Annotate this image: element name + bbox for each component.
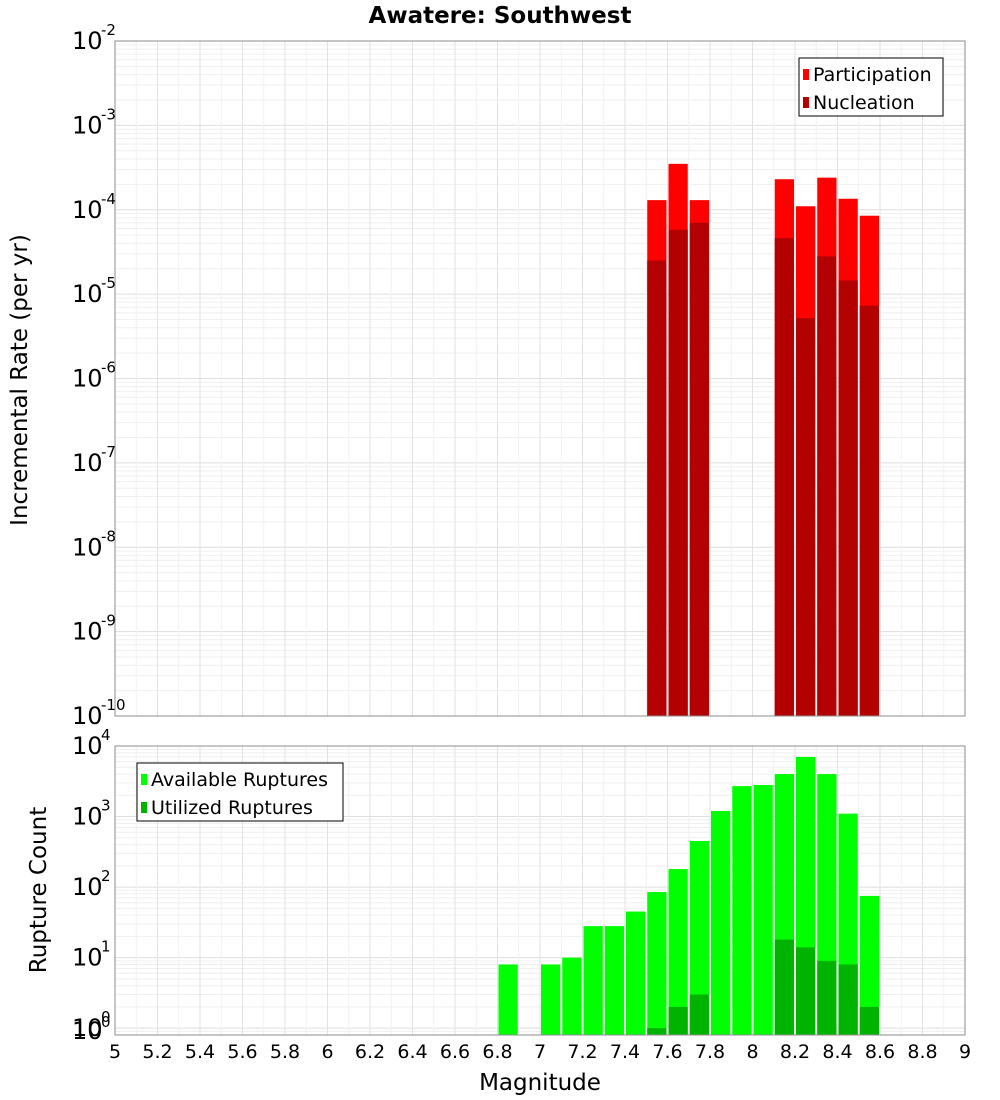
available-ruptures-bar: [732, 786, 752, 1035]
y-tick-exponent: 4: [101, 726, 111, 744]
nucleation-bar: [689, 222, 709, 716]
y-tick-label: 10: [72, 27, 103, 55]
y-tick-label: 10: [72, 1017, 103, 1045]
utilized-ruptures-bar: [774, 939, 794, 1035]
utilized-ruptures-bar: [647, 1028, 667, 1035]
available-ruptures-bar: [541, 964, 561, 1035]
x-tick-label: 8.4: [822, 1041, 852, 1063]
nucleation-bar: [859, 305, 879, 716]
legend-swatch: [141, 774, 147, 785]
y-tick-exponent: -2: [101, 21, 116, 39]
x-tick-label: 5.8: [270, 1041, 300, 1063]
y-tick-exponent: -4: [101, 190, 116, 208]
y-tick-label: 10: [72, 365, 103, 393]
utilized-ruptures-bar: [668, 1006, 688, 1035]
available-ruptures-bar: [711, 810, 731, 1035]
rate-panel: 10-1010-910-810-710-610-510-410-310-2Par…: [72, 21, 966, 730]
available-ruptures-bar: [689, 841, 709, 1035]
y-tick-label: 10: [72, 702, 103, 730]
y-tick-exponent: 2: [101, 867, 111, 885]
y-tick-label: 10: [72, 533, 103, 561]
x-tick-label: 8.6: [865, 1041, 895, 1063]
utilized-ruptures-bar: [817, 960, 837, 1035]
nucleation-bar: [796, 318, 816, 716]
y-tick-exponent: 3: [101, 797, 111, 815]
y-tick-label: 10: [72, 449, 103, 477]
plot-frame: [114, 745, 966, 1036]
chart-title: Awatere: Southwest: [369, 3, 632, 29]
available-ruptures-bar: [626, 911, 646, 1035]
y-tick-exponent: -6: [101, 359, 116, 377]
utilized-ruptures-bar: [796, 947, 816, 1035]
y-tick-exponent: 0: [101, 1013, 111, 1031]
utilized-ruptures-bar: [859, 1006, 879, 1035]
y-tick-exponent: -3: [101, 105, 116, 123]
y-tick-exponent: -5: [101, 274, 116, 292]
y-tick-label: 10: [72, 1014, 103, 1042]
y-tick-exponent: -9: [101, 612, 116, 630]
y-tick-label: 10: [72, 873, 103, 901]
x-tick-label: 6.8: [482, 1041, 512, 1063]
x-tick-label: 5: [109, 1041, 121, 1063]
x-tick-label: 6.4: [397, 1041, 427, 1063]
legend-item-label: Available Ruptures: [151, 769, 328, 791]
x-axis-label: Magnitude: [479, 1070, 601, 1096]
y-tick-label: 10: [72, 803, 103, 831]
nucleation-bar: [668, 229, 688, 717]
x-tick-label: 5.6: [227, 1041, 257, 1063]
y-tick-label: 10: [72, 196, 103, 224]
x-tick-label: 7.6: [652, 1041, 682, 1063]
legend-swatch: [141, 802, 147, 813]
nucleation-bar: [647, 260, 667, 716]
nucleation-bar: [774, 238, 794, 716]
legend-swatch: [803, 69, 809, 80]
nucleation-bar: [838, 280, 858, 716]
x-tick-label: 5.4: [185, 1041, 215, 1063]
y-tick-label: 10: [72, 732, 103, 760]
available-ruptures-bar: [604, 926, 624, 1035]
x-tick-label: 6: [321, 1041, 333, 1063]
y-tick-exponent: -8: [101, 527, 116, 545]
y-tick-label: 10: [72, 618, 103, 646]
available-ruptures-bar: [647, 892, 667, 1035]
x-tick-label: 8: [746, 1041, 758, 1063]
x-tick-label: 9: [959, 1041, 971, 1063]
utilized-ruptures-bar: [838, 964, 858, 1035]
available-ruptures-bar: [753, 784, 773, 1035]
legend: Participation Nucleation: [798, 57, 944, 117]
x-tick-label: 6.6: [440, 1041, 470, 1063]
y-tick-label: 10: [72, 111, 103, 139]
legend-swatch: [803, 97, 809, 108]
y-tick-label: 10: [72, 944, 103, 972]
legend-item-label: Participation: [813, 64, 932, 86]
legend-item-label: Nucleation: [813, 92, 915, 114]
available-ruptures-bar: [668, 869, 688, 1035]
legend: Available Ruptures Utilized Ruptures: [136, 762, 344, 822]
x-tick-label: 7.8: [695, 1041, 725, 1063]
nucleation-bar: [817, 256, 837, 716]
legend-item-label: Utilized Ruptures: [151, 797, 313, 819]
x-tick-label: 7.2: [567, 1041, 597, 1063]
available-ruptures-bar: [498, 964, 518, 1035]
available-ruptures-bar: [562, 957, 582, 1035]
available-ruptures-bar: [859, 895, 879, 1035]
plot-frame: [114, 40, 966, 717]
y-tick-label: 10: [72, 280, 103, 308]
x-tick-label: 5.2: [142, 1041, 172, 1063]
y-tick-exponent: -10: [101, 696, 126, 714]
x-tick-label: 8.2: [780, 1041, 810, 1063]
x-tick-label: 8.8: [907, 1041, 937, 1063]
x-tick-label: 6.2: [355, 1041, 385, 1063]
x-tick-label: 7.4: [610, 1041, 640, 1063]
utilized-ruptures-bar: [689, 994, 709, 1035]
y-tick-exponent: 0: [101, 1008, 111, 1026]
y-tick-exponent: -7: [101, 443, 116, 461]
x-tick-label: 7: [534, 1041, 546, 1063]
available-ruptures-bar: [583, 926, 603, 1035]
bottom-y-axis-label: Rupture Count: [26, 807, 52, 973]
y-tick-exponent: 1: [101, 938, 111, 956]
top-y-axis-label: Incremental Rate (per yr): [7, 234, 33, 526]
